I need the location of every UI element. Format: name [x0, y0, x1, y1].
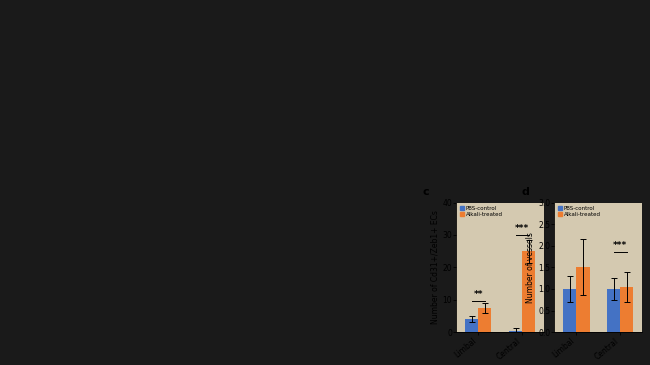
Bar: [478, 308, 491, 332]
Legend: PBS-control, Alkali-treated: PBS-control, Alkali-treated: [459, 205, 503, 217]
Bar: [620, 287, 634, 332]
Bar: [522, 251, 536, 332]
Bar: [607, 289, 620, 332]
Bar: [465, 319, 478, 332]
Y-axis label: Number of Cd31+/Zeb1+ ECs: Number of Cd31+/Zeb1+ ECs: [430, 211, 439, 324]
Bar: [509, 331, 522, 332]
Text: **: **: [473, 291, 483, 299]
Legend: PBS-control, Alkali-treated: PBS-control, Alkali-treated: [557, 205, 601, 217]
Text: ***: ***: [613, 241, 627, 250]
Text: d: d: [521, 187, 529, 197]
Y-axis label: Number of vessels: Number of vessels: [526, 232, 536, 303]
Text: ***: ***: [515, 224, 529, 233]
Bar: [563, 289, 577, 332]
Bar: [577, 267, 590, 332]
Text: c: c: [423, 187, 430, 197]
